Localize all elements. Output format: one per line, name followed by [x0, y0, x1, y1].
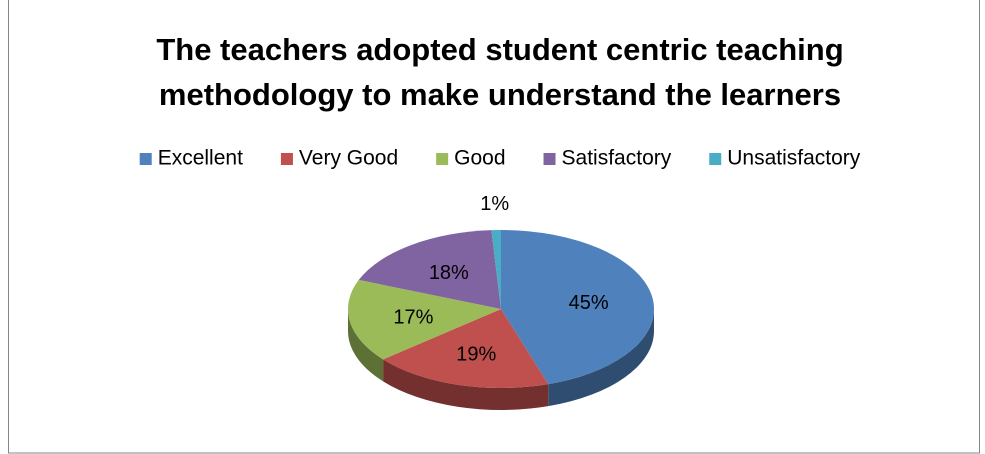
legend-swatch — [280, 153, 293, 165]
chart-title: methodology to make understand the learn… — [159, 77, 841, 112]
data-label: 1% — [480, 193, 509, 215]
legend-swatch — [709, 153, 722, 165]
slice — [491, 230, 501, 309]
legend: Excellent Very Good Good Satisfactory Unsati… — [139, 147, 861, 170]
slice — [358, 230, 501, 309]
slice — [383, 309, 549, 388]
legend-swatch — [139, 153, 152, 165]
legend-label: Excellent — [158, 147, 243, 170]
legend-label: Good — [454, 147, 505, 170]
slice — [501, 230, 654, 385]
data-label: 45% — [569, 292, 609, 314]
legend-label: Unsatisfactory — [727, 147, 861, 170]
legend-swatch — [436, 153, 449, 165]
legend-swatch — [543, 153, 556, 165]
slice-side — [548, 309, 654, 407]
slice-side — [348, 309, 384, 382]
slice-side — [383, 359, 549, 410]
legend-label: Satisfactory — [562, 147, 672, 170]
legend-label: Very Good — [299, 147, 398, 170]
data-label: 17% — [393, 306, 433, 328]
data-label: 19% — [456, 343, 496, 365]
data-label: 18% — [429, 262, 469, 284]
chart-title: The teachers adopted student centric tea… — [156, 32, 843, 67]
slice — [348, 279, 501, 360]
